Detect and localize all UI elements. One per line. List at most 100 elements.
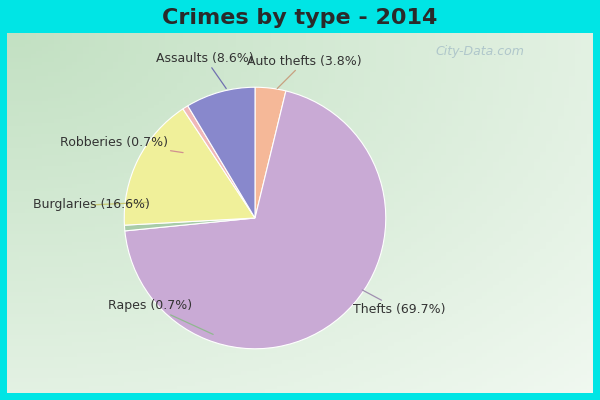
Bar: [7, 371, 13, 375]
Bar: [517, 274, 523, 278]
Bar: [417, 83, 423, 87]
Bar: [37, 180, 43, 184]
Bar: [247, 314, 253, 317]
Bar: [329, 346, 335, 350]
Bar: [446, 310, 452, 314]
Bar: [482, 299, 487, 303]
Bar: [417, 335, 423, 339]
Bar: [95, 357, 101, 360]
Bar: [265, 353, 271, 357]
Bar: [177, 90, 183, 94]
Bar: [411, 47, 417, 51]
Bar: [194, 33, 200, 36]
Bar: [482, 184, 487, 188]
Bar: [505, 249, 511, 252]
Bar: [224, 112, 230, 116]
Bar: [247, 335, 253, 339]
Bar: [101, 206, 107, 209]
Bar: [177, 285, 183, 288]
Bar: [283, 382, 288, 386]
Bar: [25, 310, 31, 314]
Bar: [487, 353, 493, 357]
Bar: [166, 299, 171, 303]
Bar: [13, 123, 19, 126]
Bar: [148, 335, 154, 339]
Bar: [48, 152, 54, 155]
Bar: [154, 278, 160, 281]
Bar: [523, 101, 529, 105]
Bar: [364, 155, 370, 159]
Bar: [113, 134, 118, 137]
Bar: [83, 162, 89, 166]
Bar: [212, 328, 218, 332]
Bar: [317, 148, 323, 152]
Bar: [107, 278, 113, 281]
Bar: [306, 371, 312, 375]
Bar: [271, 141, 277, 144]
Bar: [247, 191, 253, 195]
Bar: [194, 101, 200, 105]
Bar: [458, 314, 464, 317]
Bar: [19, 177, 25, 180]
Bar: [370, 274, 376, 278]
Bar: [364, 227, 370, 231]
Bar: [329, 310, 335, 314]
Bar: [166, 76, 171, 80]
Bar: [171, 220, 177, 224]
Bar: [452, 119, 458, 123]
Bar: [429, 267, 434, 270]
Bar: [546, 80, 552, 83]
Bar: [394, 209, 400, 213]
Bar: [323, 332, 329, 335]
Bar: [429, 350, 434, 353]
Bar: [89, 40, 95, 44]
Bar: [452, 94, 458, 98]
Bar: [476, 44, 482, 47]
Bar: [323, 170, 329, 173]
Bar: [382, 249, 388, 252]
Bar: [142, 339, 148, 342]
Bar: [7, 375, 13, 378]
Bar: [218, 98, 224, 101]
Bar: [107, 98, 113, 101]
Bar: [540, 126, 546, 130]
Bar: [517, 263, 523, 267]
Bar: [417, 220, 423, 224]
Bar: [370, 40, 376, 44]
Bar: [470, 296, 476, 299]
Bar: [557, 101, 563, 105]
Bar: [523, 191, 529, 195]
Bar: [482, 306, 487, 310]
Bar: [434, 206, 440, 209]
Bar: [160, 184, 166, 188]
Bar: [406, 353, 411, 357]
Bar: [259, 220, 265, 224]
Bar: [382, 278, 388, 281]
Bar: [563, 321, 569, 324]
Bar: [160, 36, 166, 40]
Bar: [148, 202, 154, 206]
Bar: [440, 256, 446, 260]
Bar: [540, 242, 546, 245]
Bar: [160, 206, 166, 209]
Bar: [71, 44, 77, 47]
Bar: [171, 382, 177, 386]
Bar: [406, 238, 411, 242]
Bar: [546, 40, 552, 44]
Bar: [160, 188, 166, 191]
Bar: [452, 368, 458, 371]
Bar: [171, 267, 177, 270]
Bar: [364, 274, 370, 278]
Bar: [411, 378, 417, 382]
Bar: [364, 216, 370, 220]
Bar: [312, 98, 317, 101]
Bar: [529, 202, 534, 206]
Bar: [113, 166, 118, 170]
Bar: [212, 256, 218, 260]
Bar: [25, 33, 31, 36]
Bar: [429, 270, 434, 274]
Bar: [394, 44, 400, 47]
Bar: [48, 321, 54, 324]
Bar: [394, 65, 400, 69]
Bar: [206, 306, 212, 310]
